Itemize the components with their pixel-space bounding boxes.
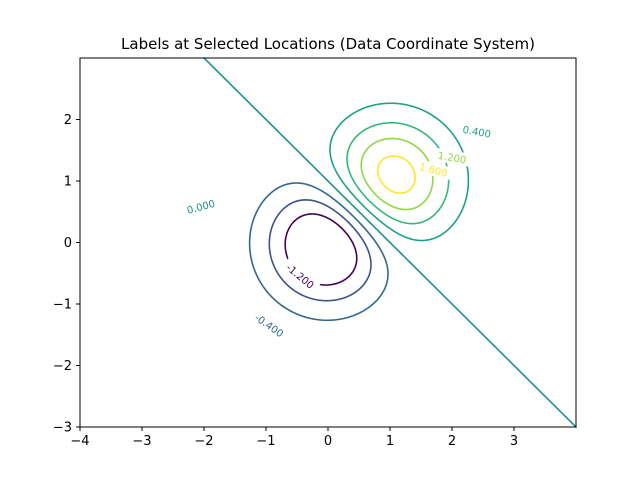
- x-tick-label: −4: [70, 434, 89, 449]
- x-tick-label: 1: [386, 434, 394, 449]
- y-axis: −3 −2 −1 0 1 2: [53, 113, 80, 436]
- contour-level-neg0p4: [248, 182, 389, 322]
- chart-title: Labels at Selected Locations (Data Coord…: [121, 35, 535, 53]
- x-tick-label: 0: [324, 434, 332, 449]
- x-tick-label: 3: [510, 434, 518, 449]
- contour-label-background: [414, 158, 453, 181]
- y-tick-label: −1: [53, 298, 72, 313]
- y-tick-label: −2: [53, 359, 72, 374]
- contour-lines: [203, 57, 577, 428]
- x-tick-label: 2: [448, 434, 456, 449]
- contour-level-1p2: [360, 137, 434, 211]
- x-axis: −4 −3 −2 −1 0 1 2 3: [70, 427, 518, 449]
- contour-label: 1.200: [433, 147, 471, 167]
- contour-label: 0.400: [458, 121, 496, 141]
- contour-label-background: [182, 195, 220, 218]
- contour-level-neg0p8: [268, 199, 372, 302]
- y-tick-label: 0: [64, 236, 72, 251]
- contour-level-1p6: [376, 155, 416, 195]
- contour-label-background: [433, 147, 471, 167]
- contour-label-text: 1.200: [437, 151, 467, 167]
- contour-label-background: [458, 121, 496, 141]
- contour-label-background: [248, 307, 290, 343]
- y-tick-label: 2: [64, 113, 72, 128]
- contour-label-text: 0.400: [462, 125, 492, 141]
- contour-label-background: [280, 257, 321, 295]
- x-tick-label: −2: [194, 434, 213, 449]
- x-tick-label: −1: [256, 434, 275, 449]
- y-tick-label: −3: [53, 421, 72, 436]
- x-tick-label: −3: [132, 434, 151, 449]
- y-tick-label: 1: [64, 175, 72, 190]
